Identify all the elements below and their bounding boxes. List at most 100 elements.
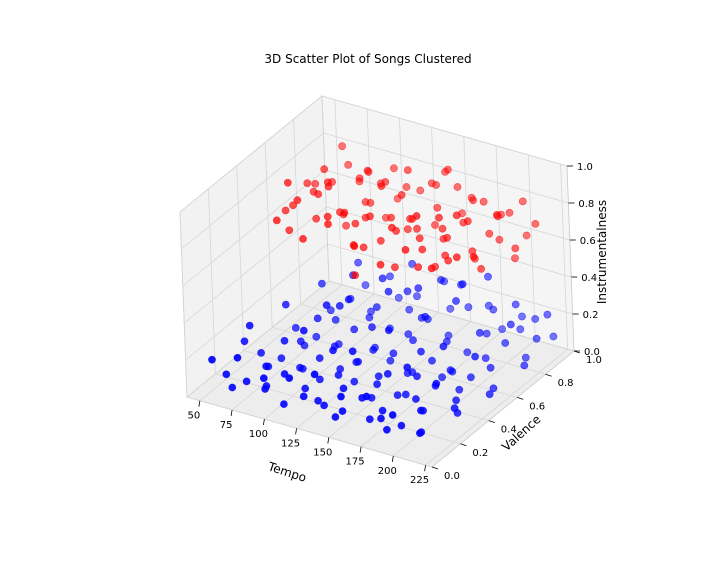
x-tick-mark	[359, 446, 362, 453]
point-cluster-blue	[437, 276, 445, 284]
point-cluster-blue	[329, 346, 337, 355]
point-cluster-red	[312, 214, 321, 223]
point-cluster-red	[281, 206, 290, 215]
point-cluster-blue	[403, 363, 412, 372]
point-cluster-blue	[348, 347, 357, 356]
grid-line-x-back	[463, 136, 472, 322]
point-cluster-blue	[281, 300, 290, 309]
point-cluster-red	[387, 223, 396, 232]
point-cluster-blue	[403, 287, 412, 296]
point-cluster-red	[350, 242, 359, 251]
point-cluster-red	[389, 164, 398, 173]
point-cluster-blue	[233, 353, 242, 362]
point-cluster-red	[427, 179, 436, 188]
z-tick-label: 1.0	[577, 162, 593, 173]
point-cluster-blue	[338, 407, 347, 415]
point-cluster-blue	[501, 339, 510, 347]
y-tick-mark	[460, 443, 467, 447]
point-cluster-blue	[408, 259, 416, 268]
point-cluster-blue	[531, 315, 540, 323]
point-cluster-blue	[438, 373, 446, 382]
point-cluster-blue	[471, 352, 479, 361]
point-cluster-blue	[259, 374, 268, 383]
point-cluster-blue	[401, 390, 410, 399]
point-cluster-blue	[516, 325, 525, 334]
point-cluster-blue	[404, 330, 413, 338]
point-cluster-red	[320, 165, 329, 174]
point-cluster-blue	[518, 312, 526, 321]
grid-line-x-back	[399, 118, 407, 304]
point-cluster-blue	[511, 300, 520, 309]
x-tick-mark	[424, 465, 426, 472]
y-tick-label: 0.8	[558, 378, 574, 389]
z-tick-label: 0.8	[578, 199, 594, 210]
point-cluster-red	[344, 160, 353, 169]
point-cluster-blue	[242, 377, 251, 386]
point-cluster-red	[361, 198, 370, 206]
point-cluster-blue	[452, 297, 460, 305]
point-cluster-blue	[361, 281, 370, 289]
point-cluster-red	[435, 213, 443, 222]
x-tick-mark	[263, 419, 265, 426]
point-cluster-blue	[301, 384, 310, 393]
x-tick-label: 200	[378, 466, 397, 477]
point-cluster-red	[323, 212, 332, 221]
point-cluster-red	[303, 179, 312, 188]
point-cluster-red	[340, 208, 349, 217]
point-cluster-red	[433, 203, 442, 212]
grid-line-z-back	[324, 169, 570, 241]
point-cluster-red	[324, 220, 332, 228]
point-cluster-red	[376, 236, 385, 245]
grid-line-z-left	[179, 95, 323, 213]
grid-line-z-back	[321, 95, 568, 167]
y-tick-mark	[488, 420, 495, 423]
grid-line-y-floor	[272, 327, 518, 398]
z-tick-label: 0.0	[584, 347, 600, 358]
point-cluster-blue	[411, 395, 420, 403]
point-cluster-red	[418, 245, 427, 254]
grid-line-z-left	[183, 206, 327, 324]
point-cluster-blue	[280, 336, 289, 345]
x-tick-label: 175	[346, 457, 365, 468]
x-tick-mark	[327, 437, 330, 444]
point-cluster-red	[314, 190, 323, 198]
point-cluster-blue	[458, 280, 467, 288]
grid-line-x-floor	[296, 311, 439, 429]
point-cluster-red	[359, 243, 368, 252]
point-cluster-blue	[299, 392, 308, 401]
point-cluster-blue	[228, 383, 237, 392]
grid-line-y-left	[264, 142, 273, 328]
point-cluster-blue	[482, 329, 491, 338]
z-tick-label: 0.4	[581, 273, 597, 284]
point-cluster-blue	[315, 375, 324, 384]
point-cluster-blue	[257, 348, 265, 357]
point-cluster-blue	[388, 411, 397, 419]
grid-line-z-left	[186, 280, 330, 398]
point-cluster-blue	[498, 325, 506, 333]
point-cluster-blue	[389, 349, 398, 358]
point-cluster-red	[397, 191, 406, 199]
point-cluster-red	[387, 213, 395, 222]
point-cluster-blue	[428, 356, 436, 365]
y-tick-label: 0.0	[444, 471, 460, 482]
point-cluster-blue	[481, 354, 490, 362]
point-cluster-red	[531, 219, 540, 228]
chart-title: 3D Scatter Plot of Songs Clustered	[264, 52, 471, 66]
point-cluster-blue	[383, 369, 392, 378]
point-cluster-blue	[365, 313, 374, 322]
point-cluster-blue	[317, 279, 326, 288]
point-cluster-red	[402, 183, 411, 191]
y-tick-mark	[431, 466, 439, 470]
x-tick-label: 125	[281, 438, 300, 449]
grid-line-x-back	[334, 99, 343, 285]
point-cluster-blue	[506, 320, 515, 329]
x-tick-label: 225	[410, 475, 429, 486]
point-cluster-blue	[378, 406, 387, 415]
point-cluster-red	[323, 178, 332, 187]
x-tick-label: 150	[313, 448, 332, 459]
point-cluster-blue	[452, 396, 460, 405]
point-cluster-blue	[384, 326, 393, 335]
point-cluster-red	[518, 197, 527, 206]
point-cluster-blue	[354, 357, 362, 366]
